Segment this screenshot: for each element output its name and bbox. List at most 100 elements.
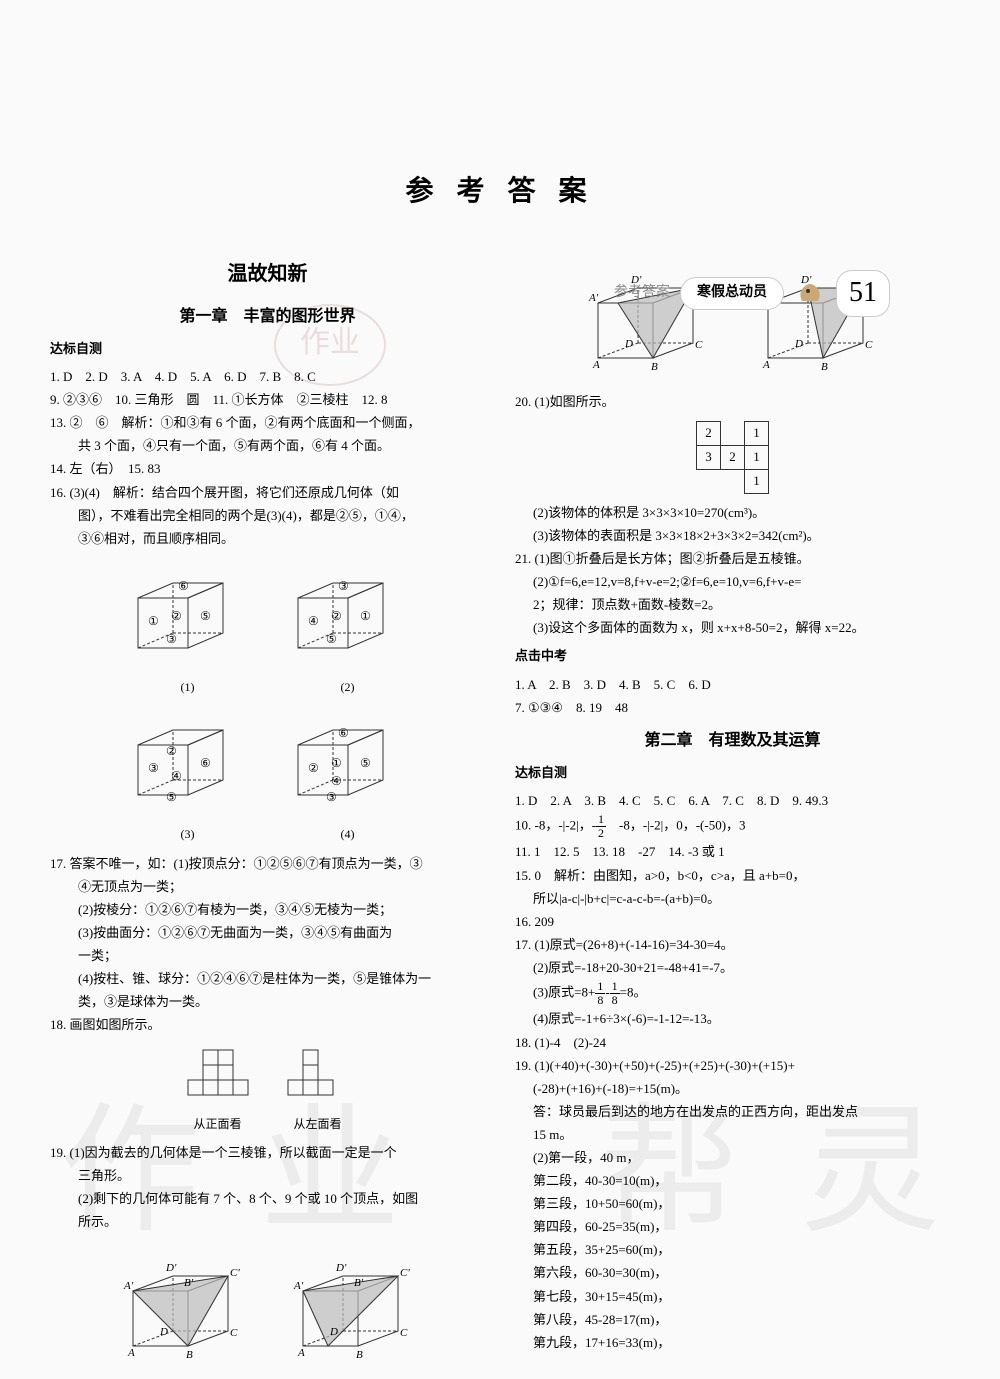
svg-text:⑥: ⑥ [200, 756, 211, 770]
answer-line: 所示。 [50, 1211, 485, 1233]
views-diagram: 从正面看 从左面看 [50, 1045, 485, 1134]
left-column: 温故知新 第一章 丰富的图形世界 达标自测 1. D 2. D 3. A 4. … [50, 245, 485, 1379]
cube-caption: (2) [288, 677, 408, 697]
answer-line: 20. (1)如图所示。 [515, 391, 950, 413]
answer-line: (3)原式=8+18-18=8。 [515, 980, 950, 1007]
answer-line: (2)按棱分：①②⑥⑦有棱为一类，③④⑤无棱为一类； [50, 899, 485, 921]
svg-text:②: ② [166, 744, 177, 758]
svg-text:C: C [230, 1327, 238, 1339]
svg-text:A: A [297, 1347, 305, 1359]
svg-text:A': A' [123, 1280, 134, 1292]
answer-line: 17. 答案不唯一，如：(1)按顶点分：①②⑤⑥⑦有顶点为一类，③ [50, 853, 485, 875]
answer-line: 1. D 2. A 3. B 4. C 5. C 6. A 7. C 8. D … [515, 790, 950, 812]
svg-text:A: A [592, 359, 600, 371]
svg-text:B: B [651, 361, 658, 373]
answer-line: 1. D 2. D 3. A 4. D 5. A 6. D 7. B 8. C [50, 366, 485, 388]
answer-line: 9. ②③⑥ 10. 三角形 圆 11. ①长方体 ②三棱柱 12. 8 [50, 389, 485, 411]
answer-line: (2)①f=6,e=12,v=8,f+v-e=2;②f=6,e=10,v=6,f… [515, 571, 950, 593]
answer-line: 18. (1)-4 (2)-24 [515, 1032, 950, 1054]
answer-line: ④无顶点为一类； [50, 876, 485, 898]
cube-caption: (1) [128, 677, 248, 697]
svg-text:D': D' [165, 1262, 177, 1274]
answer-line: 第九段，17+16=33(m)， [515, 1332, 950, 1354]
svg-text:B': B' [184, 1277, 194, 1289]
cube-diagrams-row1: ⑥ ① ② ⑤ ③ (1) ③ ④ ② ① ⑤ [50, 558, 485, 697]
answer-line: 第二段，40-30=10(m)， [515, 1170, 950, 1192]
cube-diagram: ③ ④ ② ① ⑤ (2) [288, 558, 408, 697]
answer-line: 19. (1)(+40)+(-30)+(+50)+(-25)+(+25)+(-3… [515, 1055, 950, 1077]
svg-text:⑤: ⑤ [200, 609, 211, 623]
page-number: 51 [836, 270, 890, 317]
svg-text:③: ③ [338, 579, 349, 593]
svg-text:B: B [186, 1349, 193, 1361]
svg-text:C': C' [230, 1267, 240, 1279]
page-header: 参考答案 寒假总动员 51 [614, 270, 890, 317]
cube-diagram: ② ③ ④ ⑥ ⑤ (3) [128, 705, 248, 844]
svg-text:⑤: ⑤ [360, 756, 371, 770]
cube-diagram: ⑥ ① ② ⑤ ③ (1) [128, 558, 248, 697]
cube-diagrams-row2: ② ③ ④ ⑥ ⑤ (3) ⑥ ② ① ⑤ ④ [50, 705, 485, 844]
svg-text:③: ③ [166, 632, 177, 646]
header-title-pill: 寒假总动员 [680, 277, 784, 309]
svg-text:⑥: ⑥ [178, 579, 189, 593]
answer-line: (4)按柱、锥、球分：①②④⑥⑦是柱体为一类，⑤是锥体为一 [50, 968, 485, 990]
view-caption: 从正面看 [183, 1114, 253, 1134]
svg-text:D': D' [335, 1262, 347, 1274]
content-columns: 温故知新 第一章 丰富的图形世界 达标自测 1. D 2. D 3. A 4. … [50, 245, 950, 1379]
chapter-title: 第二章 有理数及其运算 [515, 727, 950, 754]
prism-diagrams-row1: A B C D A' B' C' D' A B C D A' B' [50, 1241, 485, 1371]
answer-line: 三角形。 [50, 1165, 485, 1187]
answer-line: 共 3 个面，④只有一个面，⑤有两个面，⑥有 4 个面。 [50, 435, 485, 457]
section-title: 温故知新 [50, 257, 485, 291]
svg-text:D: D [794, 338, 803, 350]
answer-line: 10. -8，-|-2|，-12 -8，-|-2|，0，-(-50)，3 [515, 813, 950, 840]
svg-text:①: ① [331, 756, 342, 770]
svg-text:④: ④ [308, 614, 319, 628]
svg-text:C: C [865, 339, 873, 351]
answer-line: (2)该物体的体积是 3×3×3×10=270(cm³)。 [515, 502, 950, 524]
answer-line: 第五段，35+25=60(m)， [515, 1239, 950, 1261]
svg-text:⑤: ⑤ [166, 790, 177, 804]
top-view-table: 21 321 1 [515, 421, 950, 494]
answer-line: (2)剩下的几何体可能有 7 个、8 个、9 个或 10 个顶点，如图 [50, 1188, 485, 1210]
svg-text:A': A' [293, 1280, 304, 1292]
subsection-label: 达标自测 [50, 338, 485, 360]
answer-line: 第七段，30+15=45(m)， [515, 1286, 950, 1308]
answer-line: 7. ①③④ 8. 19 48 [515, 697, 950, 719]
answer-line: 所以|a-c|-|b+c|=c-a-c-b=-(a+b)=0。 [515, 888, 950, 910]
subsection-label: 达标自测 [515, 762, 950, 784]
cube-caption: (3) [128, 824, 248, 844]
svg-text:C': C' [400, 1267, 410, 1279]
svg-text:③: ③ [326, 790, 337, 804]
svg-text:B: B [821, 361, 828, 373]
svg-text:C: C [400, 1327, 408, 1339]
svg-text:A: A [127, 1347, 135, 1359]
answer-line: (-28)+(+16)+(-18)=+15(m)。 [515, 1078, 950, 1100]
answer-line: 13. ② ⑥ 解析：①和③有 6 个面，②有两个底面和一个侧面， [50, 412, 485, 434]
svg-text:②: ② [331, 609, 342, 623]
subsection-label: 点击中考 [515, 645, 950, 667]
front-view: 从正面看 [183, 1045, 253, 1134]
cube-diagram: ⑥ ② ① ⑤ ④ ③ (4) [288, 705, 408, 844]
svg-text:B: B [356, 1349, 363, 1361]
answer-line: 类，③是球体为一类。 [50, 991, 485, 1013]
answer-line: 2；规律：顶点数+面数-棱数=2。 [515, 594, 950, 616]
answer-line: (2)原式=-18+20-30+21=-48+41=-7。 [515, 957, 950, 979]
svg-text:A: A [762, 359, 770, 371]
right-column: A B C D A' C' D' A B C D A' C' D' [515, 245, 950, 1379]
main-title: 参 考 答 案 [50, 170, 950, 215]
svg-text:③: ③ [148, 761, 159, 775]
answer-line: ③⑥相对，而且顺序相同。 [50, 528, 485, 550]
svg-text:C: C [695, 339, 703, 351]
answer-line: 17. (1)原式=(26+8)+(-14-16)=34-30=4。 [515, 934, 950, 956]
answer-line: 一类； [50, 945, 485, 967]
answer-line: 答：球员最后到达的地方在出发点的正西方向，距出发点 [515, 1101, 950, 1123]
answer-line: 1. A 2. B 3. D 4. B 5. C 6. D [515, 674, 950, 696]
chapter-title: 第一章 丰富的图形世界 [50, 303, 485, 330]
view-caption: 从左面看 [283, 1114, 353, 1134]
answer-line: 18. 画图如图所示。 [50, 1014, 485, 1036]
squirrel-icon [794, 277, 826, 309]
answer-line: (3)该物体的表面积是 3×3×18×2+3×3×2=342(cm²)。 [515, 525, 950, 547]
answer-line: 15 m。 [515, 1124, 950, 1146]
svg-text:②: ② [308, 761, 319, 775]
